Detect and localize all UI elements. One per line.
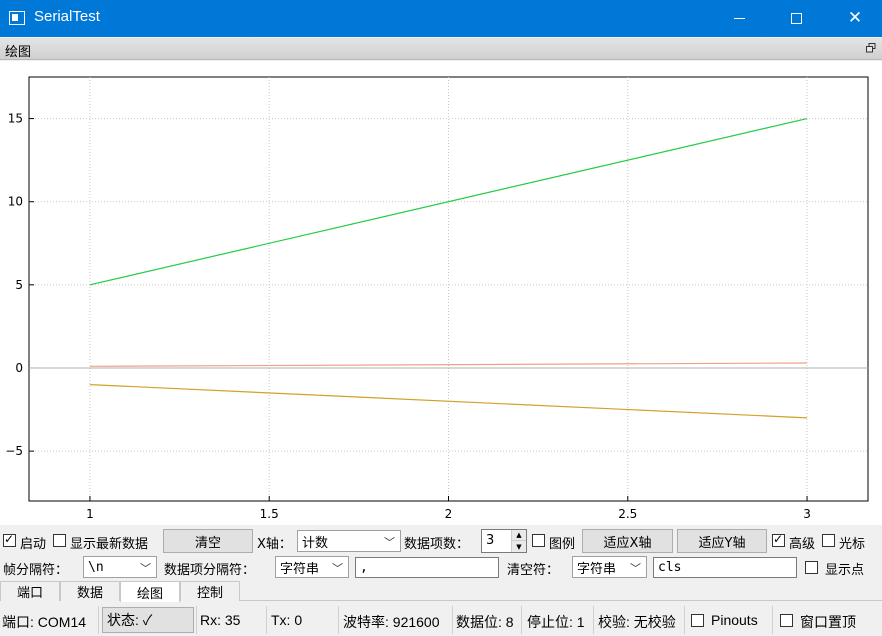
status-parity: 校验: 无校验	[598, 614, 676, 630]
dock-title-bar: 绘图	[0, 38, 882, 60]
tab-bar: 端口 数据 绘图 控制	[0, 581, 882, 602]
show-points-checkbox[interactable]	[805, 561, 818, 574]
status-state-button[interactable]: 状态: ✓	[102, 607, 194, 633]
close-button[interactable]: ✕	[832, 0, 878, 37]
dock-title: 绘图	[5, 45, 32, 60]
pinouts-checkbox[interactable]	[691, 614, 704, 627]
show-points-label: 显示点	[825, 563, 865, 578]
item-separator-input[interactable]: ,	[355, 557, 499, 578]
item-separator-type: 字符串	[280, 561, 320, 577]
advanced-checkbox[interactable]	[772, 532, 785, 547]
title-bar: SerialTest ✕	[0, 0, 882, 37]
float-dock-icon[interactable]	[866, 43, 876, 53]
series-line-1	[89, 117, 808, 286]
close-icon: ✕	[847, 8, 863, 28]
clear-char-type-select[interactable]: 字符串 ﹀	[572, 556, 647, 578]
frame-separator-select[interactable]: \n ﹀	[83, 556, 157, 578]
maximize-icon	[790, 13, 802, 24]
item-count-spinbox[interactable]: 3 ▲ ▼	[481, 529, 527, 553]
show-latest-label: 显示最新数据	[70, 537, 149, 552]
frame-separator-value: \n	[88, 559, 104, 575]
start-checkbox[interactable]	[3, 532, 16, 547]
cursor-checkbox[interactable]	[822, 534, 835, 547]
status-rx: Rx: 35	[200, 612, 241, 628]
tab-data[interactable]: 数据	[60, 581, 120, 601]
x-tick-label: 2.5	[618, 507, 637, 521]
maximize-button[interactable]	[773, 0, 819, 37]
x-tick-label: 3	[803, 507, 811, 521]
frame-separator-label: 帧分隔符：	[3, 563, 69, 578]
clear-char-input[interactable]: cls	[653, 557, 797, 578]
y-tick-label: 0	[15, 361, 23, 375]
start-label: 启动	[20, 537, 47, 552]
x-tick-label: 1.5	[260, 507, 279, 521]
x-tick-label: 1	[86, 507, 94, 521]
x-tick-label: 2	[445, 507, 453, 521]
legend-checkbox[interactable]	[532, 534, 545, 547]
y-tick-label: 10	[8, 195, 23, 209]
tab-control[interactable]: 控制	[180, 581, 240, 601]
item-count-value: 3	[486, 533, 495, 548]
spin-down-icon[interactable]: ▼	[512, 541, 526, 552]
plot-controls: 启动 显示最新数据 清空 X轴： 计数 ﹀ 数据项数： 3 ▲ ▼ 图例 适应X…	[0, 525, 882, 581]
chevron-down-icon: ﹀	[332, 562, 343, 575]
show-latest-checkbox[interactable]	[53, 534, 66, 547]
status-port: 端口: COM14	[2, 614, 87, 630]
app-window-icon	[9, 11, 25, 25]
tab-port[interactable]: 端口	[0, 581, 60, 601]
chevron-down-icon: ﹀	[630, 562, 641, 575]
clear-char-type: 字符串	[577, 561, 617, 577]
legend-label: 图例	[549, 537, 576, 552]
cursor-label: 光标	[839, 537, 866, 552]
status-tx: Tx: 0	[271, 612, 303, 628]
status-bar: 端口: COM14 状态: ✓ Rx: 35 Tx: 0 波特率: 921600…	[0, 604, 882, 636]
item-separator-label: 数据项分隔符：	[164, 563, 256, 578]
xaxis-label: X轴：	[257, 537, 292, 552]
item-separator-type-select[interactable]: 字符串 ﹀	[275, 556, 349, 578]
spin-up-icon[interactable]: ▲	[512, 530, 526, 541]
chevron-down-icon: ﹀	[140, 562, 151, 575]
pinouts-label: Pinouts	[711, 612, 758, 628]
line-chart: 1 1.5 2 2.5 3 15 10 5 0 −5	[5, 76, 869, 521]
series-line-3	[89, 362, 808, 367]
on-top-label: 窗口置顶	[800, 614, 856, 630]
clear-button[interactable]: 清空	[163, 529, 253, 553]
y-tick-label: −5	[5, 444, 23, 458]
fit-y-button[interactable]: 适应Y轴	[677, 529, 767, 553]
status-stopbits: 停止位: 1	[527, 614, 585, 630]
xaxis-value: 计数	[302, 535, 329, 551]
chevron-down-icon: ﹀	[384, 536, 395, 549]
status-baud: 波特率: 921600	[343, 614, 440, 630]
fit-x-button[interactable]: 适应X轴	[582, 529, 673, 553]
minimize-icon	[733, 18, 745, 19]
y-tick-label: 5	[15, 278, 23, 292]
on-top-checkbox[interactable]	[780, 614, 793, 627]
item-count-label: 数据项数：	[404, 537, 470, 552]
status-databits: 数据位: 8	[456, 614, 514, 630]
plot-area[interactable]: 1 1.5 2 2.5 3 15 10 5 0 −5	[0, 61, 882, 525]
clear-char-label: 清空符：	[507, 563, 560, 578]
window-title: SerialTest	[34, 8, 100, 25]
tab-plot[interactable]: 绘图	[120, 581, 180, 602]
minimize-button[interactable]	[716, 0, 762, 37]
xaxis-select[interactable]: 计数 ﹀	[297, 530, 401, 552]
y-tick-label: 15	[8, 112, 23, 126]
advanced-label: 高级	[789, 537, 816, 552]
series-line-2	[89, 384, 808, 419]
